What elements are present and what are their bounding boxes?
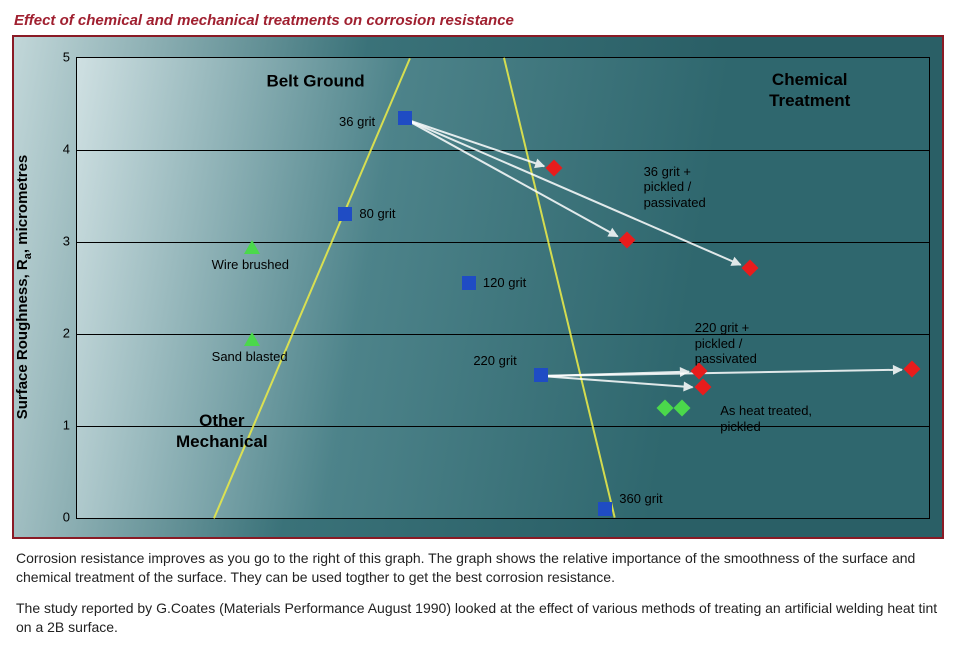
chart-frame: Surface Roughness, Ra, micrometres 36 gr… [12,35,944,539]
data-point [244,240,260,254]
caption-p2: The study reported by G.Coates (Material… [16,599,943,637]
data-point [338,207,352,221]
chart-title: Effect of chemical and mechanical treatm… [14,12,947,29]
arrow [541,375,693,388]
point-label: Wire brushed [212,257,289,272]
y-tick-label: 1 [63,418,70,433]
data-point [656,399,673,416]
caption: Corrosion resistance improves as you go … [16,549,943,637]
data-point [618,232,635,249]
data-point [742,259,759,276]
y-tick-label: 0 [63,510,70,525]
point-label: 80 grit [359,206,395,221]
data-point [598,502,612,516]
y-tick-label: 2 [63,326,70,341]
data-point [546,160,563,177]
arrow [541,369,902,377]
annotation: 36 grit +pickled /passivated [644,164,706,211]
data-point [534,368,548,382]
caption-p1: Corrosion resistance improves as you go … [16,549,943,587]
point-label: 36 grit [339,114,375,129]
data-point [673,399,690,416]
arrow [405,118,619,237]
point-label: 220 grit [473,353,516,368]
y-axis-label: Surface Roughness, Ra, micrometres [14,155,34,420]
point-label: 120 grit [483,275,526,290]
data-point [244,332,260,346]
plot-area: 36 grit 80 grit 120 grit 220 grit 360 grit Wi… [76,57,930,519]
y-tick-label: 5 [63,50,70,65]
data-point [903,360,920,377]
gridline [77,242,929,243]
annotation: As heat treated,pickled [720,403,812,434]
data-point [398,111,412,125]
data-point [695,379,712,396]
gridline [77,334,929,335]
group-label: ChemicalTreatment [769,69,850,112]
y-tick-label: 3 [63,234,70,249]
y-tick-label: 4 [63,142,70,157]
point-label: Sand blasted [212,349,288,364]
group-label: Belt Ground [266,70,364,91]
point-label: 360 grit [619,491,662,506]
group-label: OtherMechanical [176,409,268,452]
annotation: 220 grit +pickled /passivated [695,320,757,367]
data-point [462,276,476,290]
